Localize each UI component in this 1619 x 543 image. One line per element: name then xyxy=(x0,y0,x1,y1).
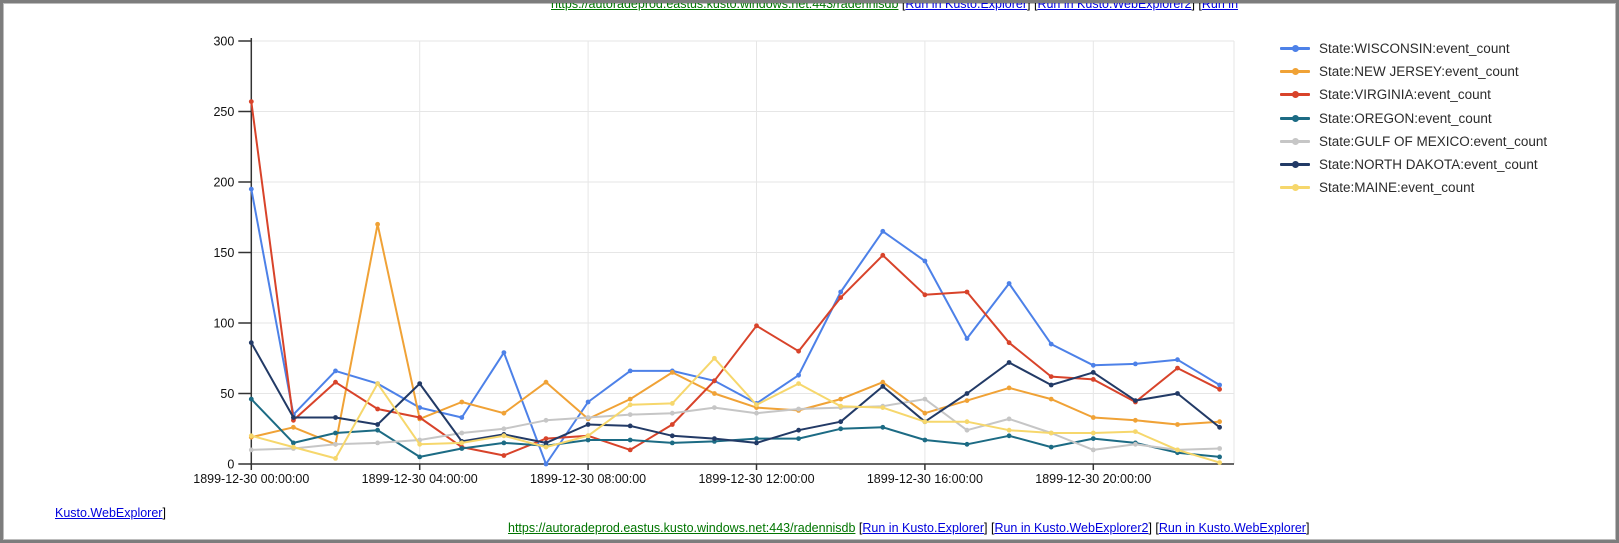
svg-text:1899-12-30 16:00:00: 1899-12-30 16:00:00 xyxy=(867,472,983,486)
line-chart-canvas: 0 50 100 150 200 250 300 1899-12-30 00:00:00 189… xyxy=(193,35,1235,486)
svg-text:50: 50 xyxy=(220,387,234,401)
svg-text:200: 200 xyxy=(213,176,234,190)
chart-legend: State:WISCONSIN:event_count State:NEW JER… xyxy=(1280,37,1547,199)
legend-label: State:WISCONSIN:event_count xyxy=(1319,41,1510,57)
legend-item-4[interactable]: State:GULF OF MEXICO:event_count xyxy=(1280,130,1547,153)
run-link-bottomleft[interactable]: Kusto.WebExplorer xyxy=(55,506,163,520)
run-link-bottom-2[interactable]: Run in Kusto.WebExplorer xyxy=(1158,521,1306,535)
svg-text:1899-12-30 12:00:00: 1899-12-30 12:00:00 xyxy=(698,472,814,486)
svg-text:1899-12-30 00:00:00: 1899-12-30 00:00:00 xyxy=(193,472,309,486)
legend-item-5[interactable]: State:NORTH DAKOTA:event_count xyxy=(1280,153,1547,176)
svg-text:150: 150 xyxy=(213,246,234,260)
legend-label: State:NORTH DAKOTA:event_count xyxy=(1319,157,1538,173)
svg-text:300: 300 xyxy=(213,35,234,49)
legend-item-6[interactable]: State:MAINE:event_count xyxy=(1280,176,1547,199)
wrapped-link-fragment: Kusto.WebExplorer] xyxy=(55,506,166,520)
legend-label: State:NEW JERSEY:event_count xyxy=(1319,64,1519,80)
legend-label: State:GULF OF MEXICO:event_count xyxy=(1319,133,1548,149)
bottom-connection-link-line: https://autoradeprod.eastus.kusto.window… xyxy=(508,521,1310,535)
timechart: 0 50 100 150 200 250 300 1899-12-30 00:00:00 189… xyxy=(3,3,1253,503)
svg-text:250: 250 xyxy=(213,105,234,119)
legend-swatch-icon xyxy=(1280,137,1310,145)
legend-label: State:OREGON:event_count xyxy=(1319,110,1492,126)
svg-text:1899-12-30 04:00:00: 1899-12-30 04:00:00 xyxy=(362,472,478,486)
svg-text:1899-12-30 08:00:00: 1899-12-30 08:00:00 xyxy=(530,472,646,486)
top-connection-link-line: https://autoradeprod.eastus.kusto.window… xyxy=(551,0,1239,11)
svg-text:100: 100 xyxy=(213,317,234,331)
legend-swatch-icon xyxy=(1280,161,1310,169)
svg-text:1899-12-30 20:00:00: 1899-12-30 20:00:00 xyxy=(1035,472,1151,486)
top-cluster-url-link[interactable]: https://autoradeprod.eastus.kusto.window… xyxy=(551,0,899,11)
legend-swatch-icon xyxy=(1280,91,1310,99)
legend-swatch-icon xyxy=(1280,114,1310,122)
bottom-cluster-url-link[interactable]: https://autoradeprod.eastus.kusto.window… xyxy=(508,521,856,535)
legend-item-1[interactable]: State:NEW JERSEY:event_count xyxy=(1280,60,1547,83)
run-link-top-truncated[interactable]: Run in xyxy=(1201,0,1239,11)
run-link-top-1[interactable]: Run in Kusto.WebExplorer2 xyxy=(1037,0,1192,11)
legend-swatch-icon xyxy=(1280,68,1310,76)
legend-swatch-icon xyxy=(1280,184,1310,192)
legend-label: State:MAINE:event_count xyxy=(1319,180,1475,196)
svg-text:0: 0 xyxy=(227,458,234,472)
legend-swatch-icon xyxy=(1280,45,1310,53)
run-link-bottom-0[interactable]: Run in Kusto.Explorer xyxy=(862,521,984,535)
legend-item-3[interactable]: State:OREGON:event_count xyxy=(1280,107,1547,130)
run-link-bottom-1[interactable]: Run in Kusto.WebExplorer2 xyxy=(994,521,1149,535)
legend-item-0[interactable]: State:WISCONSIN:event_count xyxy=(1280,37,1547,60)
legend-item-2[interactable]: State:VIRGINIA:event_count xyxy=(1280,83,1547,106)
run-link-top-0[interactable]: Run in Kusto.Explorer xyxy=(905,0,1027,11)
legend-label: State:VIRGINIA:event_count xyxy=(1319,87,1491,103)
